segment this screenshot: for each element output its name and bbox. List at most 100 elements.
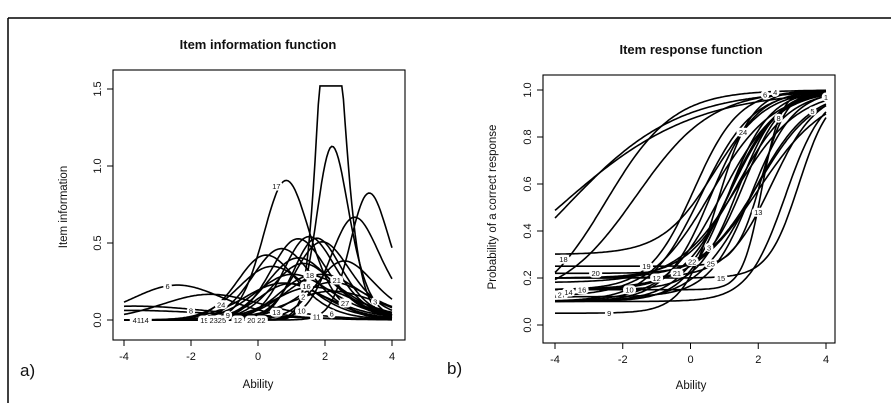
x-tick-label: -4 [119,351,129,363]
chart-a-title: Item information function [180,37,337,52]
item-curve-27 [124,240,393,321]
item-label: 5 [810,107,814,116]
item-curve-9 [554,89,827,274]
x-tick-label: -2 [618,354,628,366]
item-label: 16 [578,286,586,295]
item-label-bg [186,306,196,316]
item-label: 8 [776,114,780,123]
item-label-bg [704,259,718,269]
item-label: 12 [234,316,242,325]
item-label: 3 [373,297,377,306]
item-label-bg [310,312,324,322]
item-curve-22 [554,94,827,297]
item-label-bg [163,281,172,291]
item-label: 9 [226,311,230,320]
item-curve-27 [555,95,827,298]
item-label-bg [639,261,653,271]
item-label: 9 [607,309,611,318]
chart-b-axes: -4 -2 0 2 40.00.20.40.60.81.0 [522,82,829,366]
item-label: 21 [333,276,341,285]
chart-a-curves [123,85,393,321]
item-label-bg [338,298,352,308]
x-tick-label: 2 [322,351,328,363]
item-label: 14 [564,288,572,297]
y-tick-label: 0.8 [522,129,534,144]
item-curve-19 [123,293,392,321]
item-label-bg [736,127,750,137]
item-label-bg [303,270,317,280]
item-label: 16 [302,282,310,291]
chart-b-title: Item response function [619,42,762,57]
item-label: 20 [247,316,255,325]
item-label: 25 [707,260,715,269]
item-label: 8 [189,307,193,316]
item-label: 2325 [209,316,226,325]
item-response-chart: Item response function Ability Probabili… [487,42,836,392]
item-label: 13 [754,208,762,217]
chart-b-curves [554,89,827,314]
item-label-bg [214,300,228,310]
panel-b-tag: b) [447,359,462,378]
item-label: 18 [306,271,314,280]
item-label-bg [821,92,831,102]
item-label: 6 [330,310,334,319]
item-label: 27 [558,290,566,299]
x-tick-label: -4 [550,354,560,366]
item-label-bg [254,315,268,325]
item-label: 17 [272,182,280,191]
item-label-bg [295,306,309,316]
item-information-chart: Item information function Ability Item i… [58,37,406,391]
item-label: 19 [642,262,650,271]
item-label: 10 [297,307,305,316]
item-label-bg [129,315,152,325]
item-curve-19 [554,90,826,281]
item-label-bg [206,315,229,325]
item-label-bg [231,315,245,325]
y-tick-label: 1.5 [92,81,104,96]
item-label-bg [269,307,283,317]
item-label-bg [223,310,233,320]
item-label-bg [808,106,817,116]
item-label: 24 [217,300,225,309]
y-tick-label: 1.0 [92,158,104,173]
item-label: 10 [625,286,633,295]
x-tick-label: 2 [755,354,761,366]
item-label: 21 [673,269,681,278]
item-label-bg [244,315,258,325]
item-label: 4 [773,88,777,97]
item-label-bg [650,273,664,283]
item-label: 15 [717,274,725,283]
item-curve-18 [555,91,827,255]
x-tick-label: 0 [255,351,261,363]
y-tick-label: 0.0 [522,317,534,332]
item-label: 2 [301,293,305,302]
item-label: 4114 [133,316,149,325]
item-label: 20 [591,269,599,278]
item-label-bg [327,309,336,319]
item-curve-24 [555,91,827,291]
chart-a-ylabel: Item information [58,166,70,248]
y-tick-label: 0.5 [92,235,104,250]
x-tick-label: -2 [186,351,196,363]
chart-a-axes: -4 -2 0 2 40.00.51.01.5 [92,81,395,363]
chart-b-ylabel: Probability of a correct response [487,125,499,290]
item-label-bg [371,297,380,307]
x-tick-label: 4 [389,351,395,363]
item-label-bg [300,281,314,291]
x-tick-label: 4 [823,354,829,366]
y-tick-label: 0.4 [522,223,534,238]
item-label: 12 [652,274,660,283]
item-label-bg [562,287,576,297]
item-curve-26 [555,94,827,302]
item-label-bg [604,308,614,318]
chart-b-xlabel: Ability [676,380,707,392]
item-label-bg [556,254,570,264]
item-curve-15 [555,99,827,283]
panel-a-tag: a) [20,361,35,380]
item-label-bg [575,285,589,295]
item-label: 27 [341,299,349,308]
x-tick-label: 0 [687,354,693,366]
item-label: 11 [313,313,321,322]
item-label: 22 [257,316,265,325]
